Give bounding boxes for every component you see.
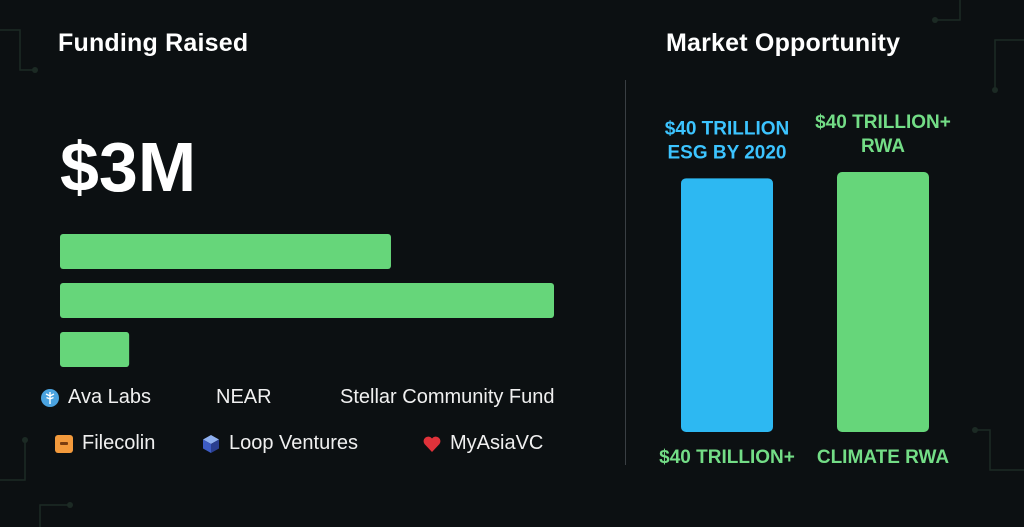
backer-name: NEAR	[216, 386, 272, 408]
backer-myasiavc: MyAsiaVC	[422, 432, 543, 455]
funding-bar	[60, 283, 554, 318]
backer-stellar-community-fund: Stellar Community Fund	[340, 386, 555, 409]
funding-bar	[60, 234, 391, 269]
market-bar-data-label: ESG BY 2020	[667, 142, 786, 163]
ava-labs-logo-icon	[41, 388, 59, 407]
funding-section-title: Funding Raised	[58, 29, 249, 57]
backer-near: NEAR	[216, 386, 272, 409]
market-bar-data-label: RWA	[861, 136, 905, 157]
market-bar-data-label: $40 TRILLION+	[815, 112, 951, 133]
funding-total-amount: $3M	[60, 128, 197, 206]
market-section-title: Market Opportunity	[666, 29, 901, 57]
market-bar	[681, 178, 773, 432]
market-category-label: CLIMATE RWA	[817, 447, 950, 468]
backer-filecolin: Filecolin	[54, 432, 155, 455]
filecoin-logo-icon	[55, 434, 73, 453]
backer-ava-labs: Ava Labs	[40, 386, 151, 409]
myasiavc-heart-icon	[423, 436, 441, 452]
market-bar-data-label: $40 TRILLION	[665, 118, 790, 139]
market-bar-chart: $40 TRILLION ESG BY 2020 $40 TRILLION+ $40 …	[659, 112, 951, 468]
backer-name: MyAsiaVC	[450, 432, 544, 454]
backer-name: Stellar Community Fund	[340, 386, 555, 408]
section-divider	[625, 80, 626, 465]
loop-ventures-logo-icon	[203, 434, 219, 453]
funding-bar	[60, 332, 130, 367]
funding-bar-chart	[60, 234, 554, 367]
market-bar	[837, 172, 929, 432]
backer-loop-ventures: Loop Ventures	[201, 432, 358, 455]
backer-name: Ava Labs	[68, 386, 152, 408]
backer-name: Filecolin	[82, 432, 156, 454]
market-category-label: $40 TRILLION+	[659, 447, 795, 468]
backer-name: Loop Ventures	[229, 432, 358, 454]
